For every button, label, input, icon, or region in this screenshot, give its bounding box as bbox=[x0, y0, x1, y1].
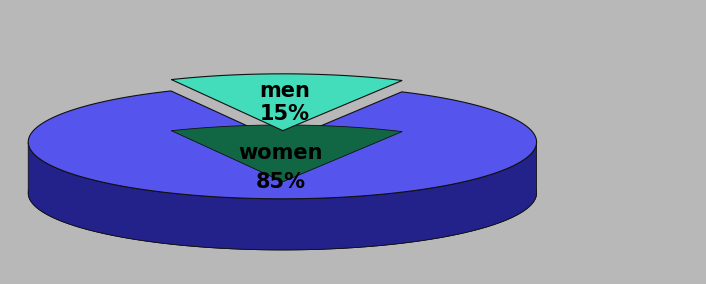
Text: men: men bbox=[260, 81, 311, 101]
Polygon shape bbox=[28, 91, 537, 199]
Polygon shape bbox=[28, 142, 537, 250]
Polygon shape bbox=[28, 142, 537, 250]
Polygon shape bbox=[172, 74, 402, 131]
Text: 15%: 15% bbox=[260, 104, 310, 124]
Text: women: women bbox=[238, 143, 323, 163]
Text: 85%: 85% bbox=[256, 172, 306, 192]
Polygon shape bbox=[172, 125, 402, 182]
